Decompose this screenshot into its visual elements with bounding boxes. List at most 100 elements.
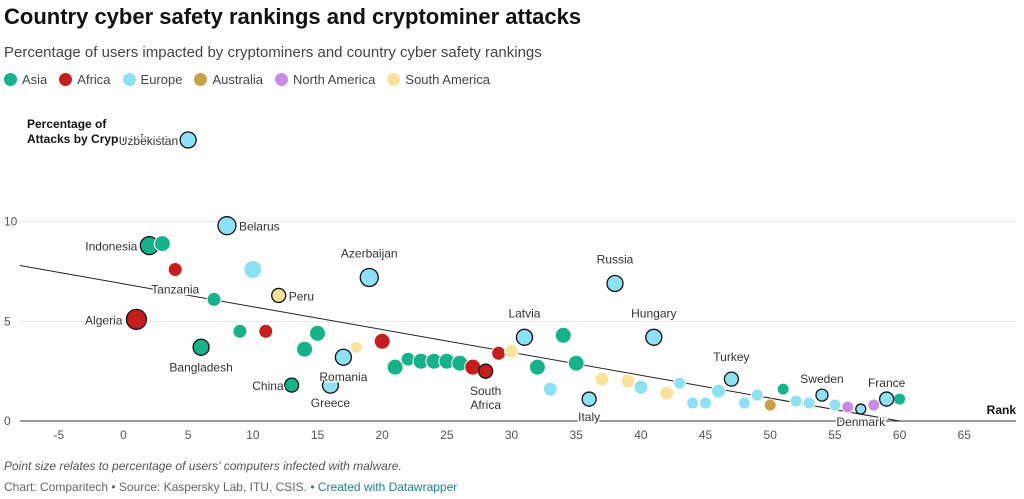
legend-label-asia: Asia — [22, 72, 48, 87]
data-point — [179, 131, 197, 149]
y-tick-label: 10 — [4, 215, 18, 229]
data-point — [633, 379, 649, 395]
data-point — [153, 235, 171, 253]
x-tick-label: 60 — [893, 428, 907, 442]
legend-swatch-north-america — [275, 73, 289, 86]
point-label: Indonesia — [85, 240, 137, 254]
data-point — [232, 323, 248, 339]
data-point — [359, 267, 379, 288]
data-point — [841, 400, 855, 414]
data-point — [686, 396, 700, 410]
legend-swatch-africa — [59, 73, 73, 86]
data-point — [723, 371, 740, 387]
chart-title: Country cyber safety rankings and crypto… — [4, 4, 582, 29]
legend-label-europe: Europe — [140, 72, 183, 87]
data-point — [206, 291, 222, 307]
point-label: Romania — [319, 370, 367, 384]
data-point — [893, 392, 907, 406]
data-point — [659, 385, 675, 401]
point-label: South Africa — [470, 384, 501, 412]
x-tick-label: 45 — [699, 428, 713, 442]
y-axis-label: Percentage of Attacks by Cryptominers — [27, 117, 169, 146]
source-text: Chart: Comparitech • Source: Kaspersky L… — [4, 480, 315, 494]
data-point — [645, 328, 663, 346]
data-point — [750, 388, 764, 402]
data-point — [802, 396, 816, 410]
data-point — [828, 398, 842, 412]
point-label: Azerbaijan — [341, 246, 398, 260]
data-point — [620, 373, 636, 389]
x-tick-label: 10 — [246, 428, 260, 442]
data-point — [567, 354, 585, 372]
data-point — [606, 274, 624, 293]
x-tick-label: 65 — [958, 428, 972, 442]
point-label-line: Africa — [470, 398, 501, 412]
data-point — [878, 391, 895, 407]
x-tick-label: 35 — [570, 428, 584, 442]
point-label-line: South — [470, 384, 501, 398]
data-point — [258, 323, 274, 339]
data-point — [373, 332, 391, 350]
legend-item-south-america[interactable]: South America — [387, 72, 490, 87]
y-axis-label-line: Percentage of — [27, 117, 107, 131]
data-point — [296, 340, 314, 358]
point-label: Greece — [311, 396, 351, 410]
chart-note: Point size relates to percentage of user… — [4, 459, 402, 473]
x-tick-label: 25 — [440, 428, 454, 442]
legend-item-asia[interactable]: Asia — [4, 72, 47, 87]
data-point — [528, 358, 546, 376]
data-point — [542, 381, 558, 397]
legend-item-africa[interactable]: Africa — [59, 72, 111, 87]
data-point — [699, 396, 713, 410]
data-point — [125, 308, 148, 330]
data-point — [776, 382, 790, 396]
data-point — [504, 343, 520, 359]
data-point — [386, 358, 404, 376]
x-axis-label: Rank — [987, 403, 1017, 417]
data-point — [515, 328, 534, 346]
legend-swatch-australia — [194, 73, 208, 86]
data-point — [789, 394, 803, 408]
legend-label-north-america: North America — [293, 72, 376, 87]
legend-label-africa: Africa — [77, 72, 111, 87]
point-label: Tanzania — [151, 283, 199, 297]
data-point — [334, 348, 353, 366]
datawrapper-link[interactable]: Created with Datawrapper — [317, 480, 458, 494]
legend-item-north-america[interactable]: North America — [275, 72, 375, 87]
point-label: Russia — [597, 252, 634, 266]
data-point — [763, 398, 777, 412]
data-point — [192, 338, 210, 356]
point-label: China — [252, 379, 284, 393]
x-tick-label: 20 — [376, 428, 390, 442]
point-label: Hungary — [631, 306, 676, 320]
data-point — [271, 287, 287, 304]
legend-item-europe[interactable]: Europe — [122, 72, 183, 87]
point-label: Algeria — [85, 313, 123, 327]
data-point — [855, 403, 867, 415]
data-point — [283, 377, 300, 393]
legend-label-australia: Australia — [212, 72, 264, 87]
data-point — [673, 376, 687, 390]
chart-footer: Chart: Comparitech • Source: Kaspersky L… — [4, 480, 457, 494]
point-label: Latvia — [508, 306, 540, 320]
point-label: Uzbekistan — [119, 134, 178, 148]
legend-label-south-america: South America — [405, 72, 490, 87]
legend-swatch-asia — [4, 73, 17, 86]
x-tick-label: 50 — [764, 428, 778, 442]
chart-subtitle: Percentage of users impacted by cryptomi… — [4, 44, 542, 61]
point-label: France — [868, 376, 906, 390]
point-label: Turkey — [713, 350, 749, 364]
data-point — [217, 216, 237, 236]
x-tick-label: 40 — [634, 428, 648, 442]
legend-item-australia[interactable]: Australia — [194, 72, 263, 87]
data-point — [243, 260, 263, 280]
y-tick-label: 5 — [4, 314, 11, 328]
x-tick-label: 5 — [185, 428, 192, 442]
y-tick-label: 0 — [4, 414, 11, 428]
data-point — [349, 340, 363, 354]
data-point — [478, 363, 494, 379]
point-label: Italy — [578, 410, 600, 424]
x-tick-label: -5 — [53, 428, 64, 442]
data-point — [867, 398, 881, 412]
x-tick-label: 30 — [505, 428, 519, 442]
